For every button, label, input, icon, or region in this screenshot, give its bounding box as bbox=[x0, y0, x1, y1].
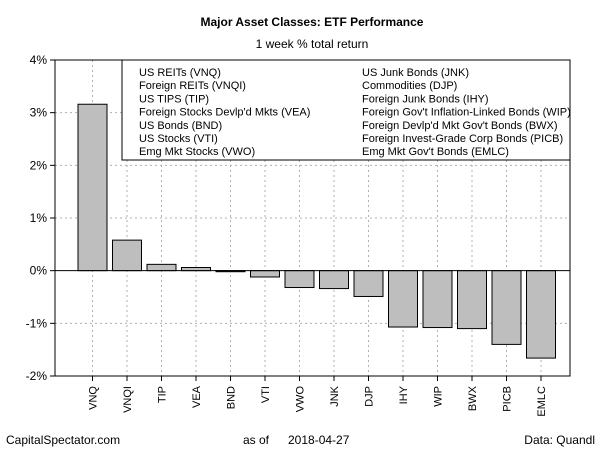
x-tick-label: VWO bbox=[295, 386, 307, 413]
legend-item: Emg Mkt Stocks (VWO) bbox=[139, 146, 255, 158]
bar bbox=[250, 270, 280, 278]
legend: US REITs (VNQ)Foreign REITs (VNQI)US TIP… bbox=[121, 59, 571, 161]
y-tick-label: 4% bbox=[30, 53, 48, 67]
x-tick-label: DJP bbox=[364, 386, 376, 407]
legend-item: Foreign Invest-Grade Corp Bonds (PICB) bbox=[362, 133, 563, 145]
chart-subtitle: 1 week % total return bbox=[256, 37, 369, 51]
x-tick-label: IHY bbox=[398, 385, 410, 404]
legend-item: Foreign Junk Bonds (IHY) bbox=[362, 93, 489, 105]
x-tick-label: VNQI bbox=[122, 386, 134, 413]
y-tick-label: -1% bbox=[26, 316, 48, 330]
bar bbox=[422, 270, 453, 329]
x-tick-label: VNQ bbox=[88, 386, 100, 410]
x-axis: VNQ VNQI TIP VEA BND VTI VWO JNK DJP IHY WIP BWX PIC… bbox=[88, 376, 548, 417]
footer-as-of-label: as of bbox=[243, 433, 270, 447]
x-tick-label: JNK bbox=[329, 385, 341, 406]
legend-item: Emg Mkt Gov't Bonds (EMLC) bbox=[362, 146, 509, 158]
legend-item: US REITs (VNQ) bbox=[139, 67, 221, 79]
bar bbox=[491, 270, 522, 345]
legend-item: Commodities (DJP) bbox=[362, 80, 457, 92]
legend-item: US Bonds (BND) bbox=[139, 120, 222, 132]
y-tick-label: 1% bbox=[30, 211, 48, 225]
legend-item: US Stocks (VTI) bbox=[139, 133, 218, 145]
x-tick-label: BWX bbox=[467, 385, 479, 411]
x-tick-label: TIP bbox=[157, 386, 169, 403]
legend-left-column: US REITs (VNQ)Foreign REITs (VNQI)US TIP… bbox=[139, 67, 310, 158]
bar bbox=[388, 270, 418, 328]
footer-as-of-date: 2018-04-27 bbox=[288, 433, 350, 447]
bar bbox=[353, 270, 384, 297]
bar bbox=[526, 270, 556, 359]
x-tick-label: BND bbox=[226, 386, 238, 409]
legend-box bbox=[121, 59, 571, 161]
chart-title: Major Asset Classes: ETF Performance bbox=[201, 15, 424, 29]
x-tick-label: EMLC bbox=[536, 386, 548, 417]
footer-data-credit: Data: Quandl bbox=[524, 433, 595, 447]
bars bbox=[55, 103, 570, 359]
bar bbox=[77, 103, 108, 272]
legend-item: Foreign Stocks Devlp'd Mkts (VEA) bbox=[139, 107, 310, 119]
y-tick-label: 2% bbox=[30, 158, 48, 172]
bar bbox=[457, 270, 487, 330]
y-tick-label: -2% bbox=[26, 369, 48, 383]
legend-item: Foreign REITs (VNQI) bbox=[139, 80, 246, 92]
x-tick-label: WIP bbox=[433, 386, 445, 407]
legend-item: Foreign Gov't Inflation-Linked Bonds (WI… bbox=[362, 107, 571, 119]
y-axis: -2% -1% 0% 1% 2% 3% 4% bbox=[26, 53, 55, 383]
legend-item: US TIPS (TIP) bbox=[139, 93, 209, 105]
y-tick-label: 3% bbox=[30, 106, 48, 120]
x-tick-label: VEA bbox=[191, 385, 203, 408]
y-tick-label: 0% bbox=[30, 264, 48, 278]
legend-right-column: US Junk Bonds (JNK)Commodities (DJP)Fore… bbox=[362, 67, 571, 158]
x-tick-label: VTI bbox=[260, 386, 272, 403]
legend-item: US Junk Bonds (JNK) bbox=[362, 67, 469, 79]
bar bbox=[284, 270, 315, 289]
bar bbox=[112, 239, 142, 272]
x-tick-label: PICB bbox=[502, 386, 514, 412]
bar bbox=[146, 263, 177, 272]
bar bbox=[319, 270, 349, 290]
footer-source: CapitalSpectator.com bbox=[6, 433, 120, 447]
legend-item: Foreign Devlp'd Mkt Gov't Bonds (BWX) bbox=[362, 120, 558, 132]
